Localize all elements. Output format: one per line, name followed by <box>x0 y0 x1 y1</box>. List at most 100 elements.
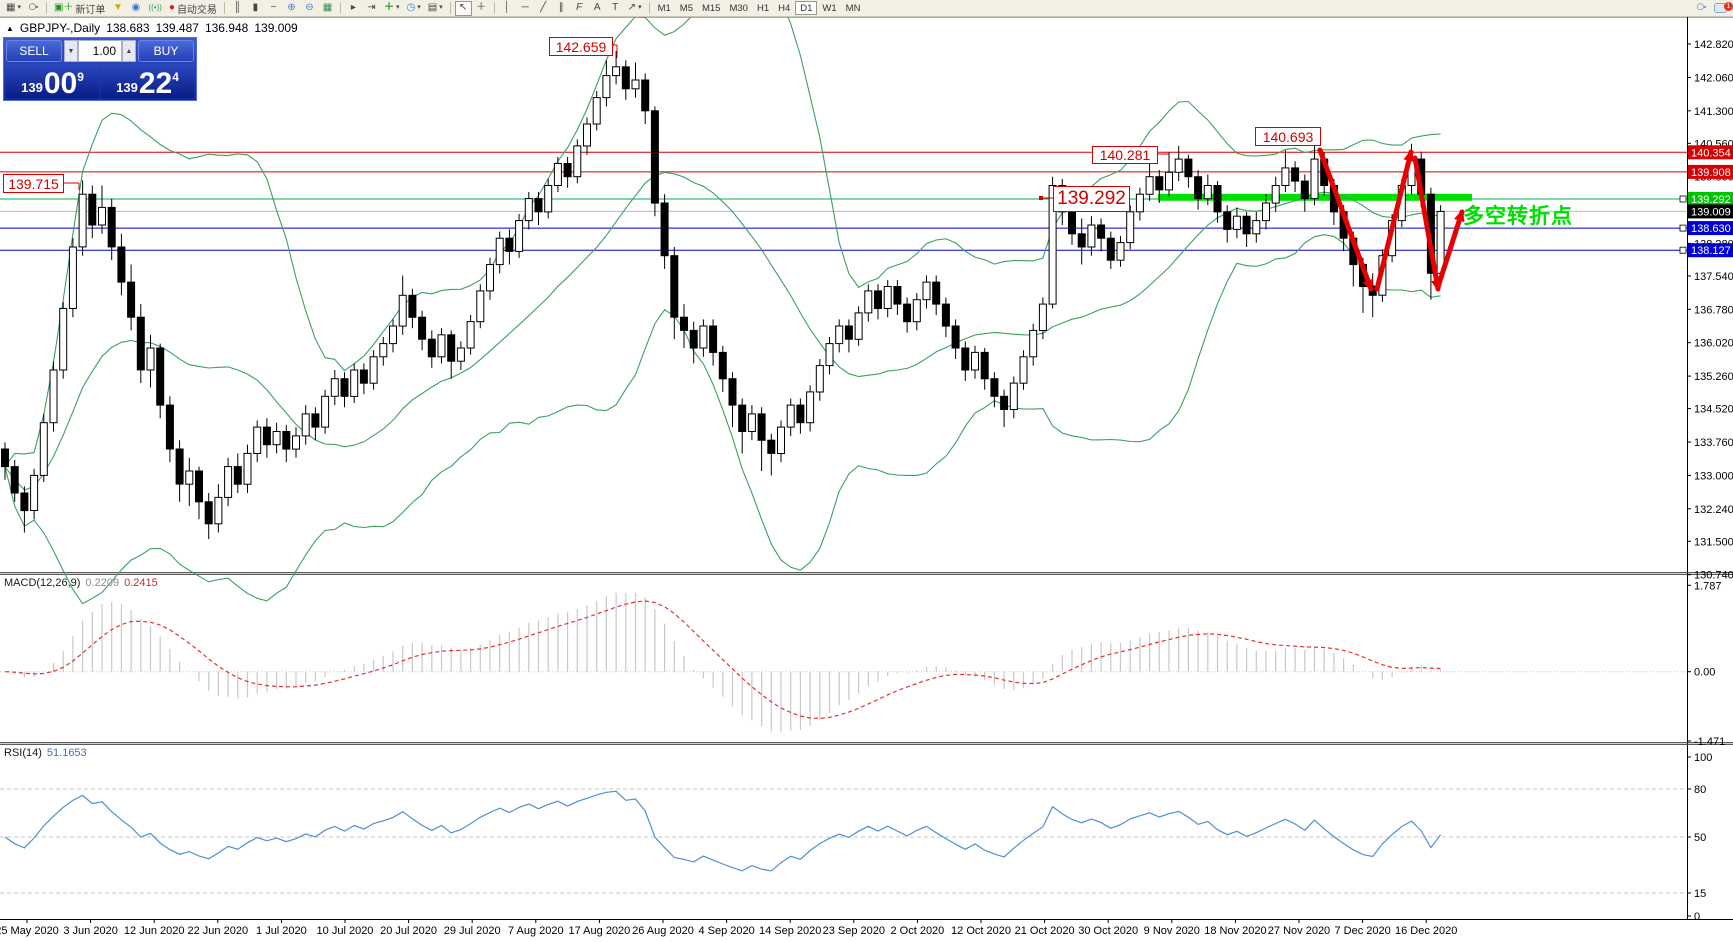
svg-text:100: 100 <box>1694 752 1712 764</box>
horizontal-line-button[interactable]: ─ <box>517 1 534 16</box>
macd-signal-value: 0.2415 <box>124 577 158 589</box>
search-button[interactable]: ⧂ <box>1693 1 1710 16</box>
tile-windows-button[interactable]: ▦ <box>319 1 336 16</box>
buy-price-pip: 4 <box>172 70 179 84</box>
quote-high: 139.487 <box>155 21 199 35</box>
toolbar-separator <box>648 2 650 14</box>
fibonacci-button[interactable]: F <box>571 1 588 16</box>
signal-icon: ((•)) <box>148 3 162 12</box>
crosshair-button[interactable]: ＋ <box>473 1 490 16</box>
tab-m30[interactable]: M30 <box>729 2 748 14</box>
shapes-button[interactable]: ↗ ▾ <box>627 2 642 13</box>
tab-m5[interactable]: M5 <box>679 2 693 14</box>
svg-text:9 Nov 2020: 9 Nov 2020 <box>1144 925 1200 937</box>
text-label-icon: T <box>612 2 619 13</box>
profile-button[interactable]: ◉ <box>127 1 144 16</box>
sell-price-display[interactable]: 139 00 9 <box>6 64 99 99</box>
svg-text:27 Nov 2020: 27 Nov 2020 <box>1268 925 1330 937</box>
tab-h1[interactable]: H1 <box>756 2 770 14</box>
auto-trading-button[interactable]: ● 自动交易 <box>166 1 220 16</box>
collapse-triangle-icon[interactable]: ▲ <box>6 23 14 33</box>
svg-text:25 May 2020: 25 May 2020 <box>0 925 59 937</box>
volume-increase-button[interactable]: ▲ <box>122 40 136 62</box>
template-icon: ▤ <box>427 2 438 13</box>
market-watch-button[interactable]: ⧂ <box>25 1 42 16</box>
svg-text:10 Jul 2020: 10 Jul 2020 <box>317 925 374 937</box>
macd-name: MACD(12,26,9) <box>4 577 81 589</box>
svg-text:135.260: 135.260 <box>1694 371 1733 383</box>
quote-close: 139.009 <box>254 21 298 35</box>
zoom-out-icon: ⊖ <box>305 2 314 13</box>
templates-button[interactable]: ▤ ▾ <box>427 2 443 13</box>
macd-main-value: 0.2209 <box>85 577 120 589</box>
zoom-out-button[interactable]: ⊖ <box>301 1 318 16</box>
svg-text:12 Jun 2020: 12 Jun 2020 <box>124 925 185 937</box>
period-button[interactable]: ◷ ▾ <box>406 2 421 13</box>
auto-scroll-button[interactable]: ▸ <box>345 1 362 16</box>
text-label-button[interactable]: T <box>607 1 624 16</box>
notifications-button[interactable]: 1 <box>1711 1 1733 16</box>
new-order-button[interactable]: ▣＋ 新订单 <box>51 1 108 16</box>
price-label-140281[interactable]: 140.281 <box>1092 146 1158 164</box>
arrows-icon: ↗ <box>627 2 637 13</box>
price-label-142659[interactable]: 142.659 <box>549 37 613 56</box>
tab-m1[interactable]: M1 <box>657 2 671 14</box>
svg-text:14 Sep 2020: 14 Sep 2020 <box>759 925 821 937</box>
text-button[interactable]: A <box>589 1 606 16</box>
new-chart-button[interactable]: ▦ ▾ <box>6 2 21 13</box>
rsi-value: 51.1653 <box>46 747 87 759</box>
auto-scroll-icon: ▸ <box>350 2 356 13</box>
turning-point-text[interactable]: 多空转折点 <box>1463 205 1573 228</box>
svg-text:138.127: 138.127 <box>1691 245 1731 257</box>
zoom-in-icon: ⊕ <box>287 2 296 13</box>
vertical-line-button[interactable]: │ <box>499 1 516 16</box>
signals-button[interactable]: ((•)) <box>145 1 164 16</box>
auto-trading-label: 自动交易 <box>176 4 217 16</box>
bar-chart-icon: ║ <box>233 2 241 13</box>
funnel-icon: ▼ <box>112 2 123 13</box>
search-icon: ⧂ <box>1696 2 1707 13</box>
filter-button[interactable]: ▼ <box>109 1 126 16</box>
price-label-139292[interactable]: 139.292 <box>1053 186 1130 212</box>
vertical-line-icon: │ <box>504 2 511 13</box>
trendline-button[interactable]: ╱ <box>535 1 552 16</box>
svg-text:139.908: 139.908 <box>1691 167 1731 179</box>
sell-button[interactable]: SELL <box>6 40 62 62</box>
new-order-label: 新订单 <box>75 4 106 16</box>
buy-price-display[interactable]: 139 22 4 <box>101 64 194 99</box>
channel-button[interactable]: ∥ <box>553 1 570 16</box>
svg-text:7 Aug 2020: 7 Aug 2020 <box>508 925 564 937</box>
indicators-button[interactable]: ＋ ▾ <box>383 2 400 13</box>
svg-text:80: 80 <box>1694 784 1706 796</box>
tab-mn[interactable]: MN <box>845 2 861 14</box>
toolbar-separator <box>223 2 225 14</box>
candle-chart-button[interactable]: ▮ <box>247 1 264 16</box>
tab-m15[interactable]: M15 <box>701 2 721 14</box>
zoom-in-button[interactable]: ⊕ <box>283 1 300 16</box>
bar-chart-button[interactable]: ║ <box>229 1 246 16</box>
chart-shift-button[interactable]: ⇥ <box>363 1 380 16</box>
svg-text:22 Jun 2020: 22 Jun 2020 <box>188 925 249 937</box>
svg-text:133.000: 133.000 <box>1694 470 1733 482</box>
volume-decrease-button[interactable]: ▼ <box>64 40 78 62</box>
new-order-icon: ▣＋ <box>53 2 74 13</box>
svg-text:23 Sep 2020: 23 Sep 2020 <box>823 925 885 937</box>
cursor-icon: ↖ <box>458 2 468 13</box>
toolbar-separator <box>45 2 47 14</box>
buy-button[interactable]: BUY <box>138 40 194 62</box>
volume-input[interactable]: 1.00 <box>78 40 122 62</box>
line-chart-button[interactable]: ~ <box>265 1 282 16</box>
svg-text:17 Aug 2020: 17 Aug 2020 <box>569 925 631 937</box>
svg-text:2 Oct 2020: 2 Oct 2020 <box>890 925 944 937</box>
svg-text:29 Jul 2020: 29 Jul 2020 <box>444 925 501 937</box>
cursor-button[interactable]: ↖ <box>454 0 472 16</box>
text-icon: A <box>593 2 601 13</box>
tab-d1[interactable]: D1 <box>795 1 818 15</box>
svg-text:21 Oct 2020: 21 Oct 2020 <box>1015 925 1075 937</box>
price-label-139715[interactable]: 139.715 <box>3 174 64 193</box>
tab-w1[interactable]: W1 <box>822 2 837 14</box>
price-label-140693[interactable]: 140.693 <box>1255 127 1321 146</box>
tab-h4[interactable]: H4 <box>778 2 791 14</box>
horizontal-line-icon: ─ <box>521 2 529 13</box>
